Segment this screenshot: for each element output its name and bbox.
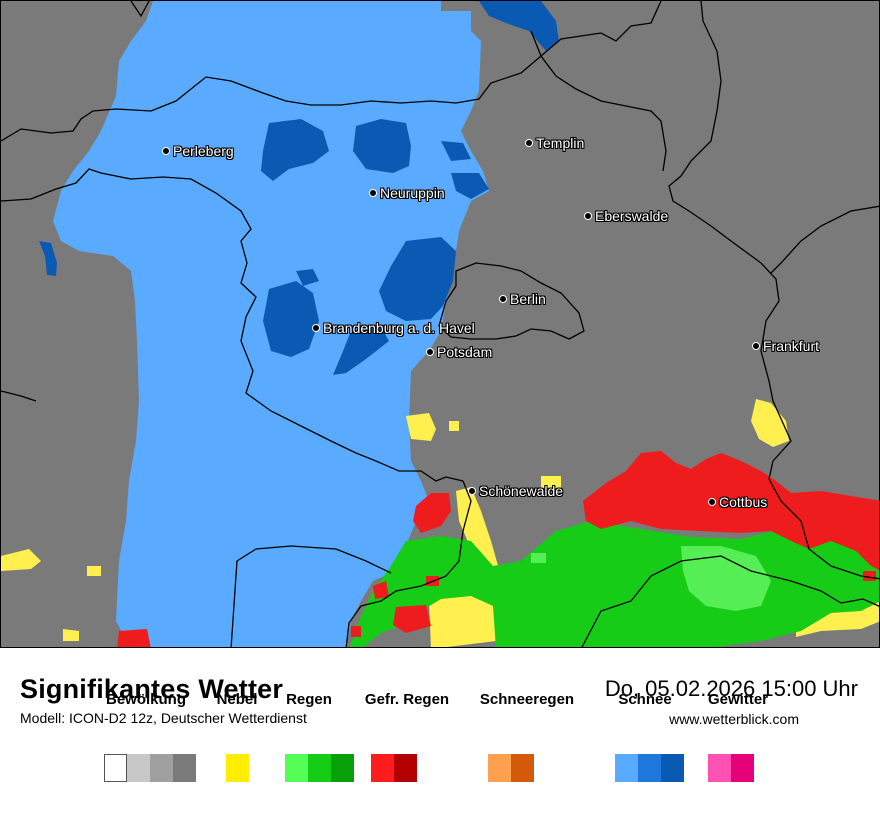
city-dot-icon [584, 212, 592, 220]
map-title: Signifikantes Wetter [20, 674, 284, 704]
legend-swatch [394, 754, 417, 782]
legend-rain [285, 754, 354, 782]
legend-swatch [226, 754, 249, 782]
city-dot-icon [312, 324, 320, 332]
light-rain-areas [531, 546, 771, 611]
legend-swatches [615, 754, 684, 782]
legend-swatches [104, 754, 196, 782]
city-label: Brandenburg a. d. Havel [323, 320, 475, 336]
map-footer: Signifikantes Wetter Modell: ICON-D2 12z… [0, 648, 880, 830]
legend-fog [226, 754, 249, 782]
legend-swatches [226, 754, 249, 782]
city-label: Schönewalde [479, 483, 564, 499]
city-dot-icon [426, 348, 434, 356]
state-borders [1, 1, 879, 647]
city-dot-icon [162, 147, 170, 155]
legend-snow [615, 754, 684, 782]
legend-swatch [661, 754, 684, 782]
city-dot-icon [752, 342, 760, 350]
legend-swatch [371, 754, 394, 782]
city-dot-icon [708, 498, 716, 506]
website-link[interactable]: www.wetterblick.com [669, 711, 799, 727]
legend-label-sleet: Schneeregen [479, 691, 575, 708]
legend-swatch [511, 754, 534, 782]
legend-swatch [104, 754, 127, 782]
legend-swatch [638, 754, 661, 782]
legend-swatch [731, 754, 754, 782]
legend-swatch [285, 754, 308, 782]
legend-label-snow: Schnee [618, 691, 672, 708]
freezing-rain-areas [117, 451, 879, 647]
legend-label-rain: Regen [286, 691, 332, 708]
legend-swatch [615, 754, 638, 782]
legend-swatches [708, 754, 754, 782]
legend-swatch [127, 754, 150, 782]
city-dot-icon [369, 189, 377, 197]
berlin-border [438, 262, 585, 340]
weather-map: Perleberg Templin Neuruppin Eberswalde B… [0, 0, 880, 648]
rain-areas [349, 521, 879, 647]
city-label: Potsdam [437, 344, 493, 360]
legend-swatch [173, 754, 196, 782]
city-label: Berlin [510, 291, 546, 307]
legend-swatch [488, 754, 511, 782]
legend-label-thunderstorm: Gewitter [707, 691, 769, 708]
legend-swatch [150, 754, 173, 782]
legend-swatch [708, 754, 731, 782]
legend-cloud-cover [104, 754, 196, 782]
city-label: Neuruppin [380, 185, 445, 201]
legend-swatches [488, 754, 534, 782]
heavy-snow-areas [39, 1, 559, 375]
city-label: Eberswalde [595, 208, 669, 224]
legend-swatches [285, 754, 354, 782]
legend-label-cloud-cover: Bewölkung [105, 691, 187, 708]
legend-label-fog: Nebel [216, 691, 258, 708]
city-label: Perleberg [173, 143, 234, 159]
legend-thunderstorm [708, 754, 754, 782]
city-dot-icon [525, 139, 533, 147]
legend-swatch [308, 754, 331, 782]
city-dot-icon [499, 295, 507, 303]
legend-swatch [331, 754, 354, 782]
legend-label-freezing-rain: Gefr. Regen [364, 691, 450, 708]
legend-freezing-rain [371, 754, 417, 782]
city-dot-icon [468, 487, 476, 495]
weather-map-canvas [1, 1, 879, 647]
city-label: Templin [536, 135, 585, 151]
legend-swatches [371, 754, 417, 782]
forecast-datetime: Do, 05.02.2026 15:00 Uhr [604, 676, 858, 701]
city-label: Cottbus [719, 494, 768, 510]
city-label: Frankfurt [763, 338, 820, 354]
legend-sleet [488, 754, 534, 782]
model-info: Modell: ICON-D2 12z, Deutscher Wetterdie… [20, 710, 307, 726]
